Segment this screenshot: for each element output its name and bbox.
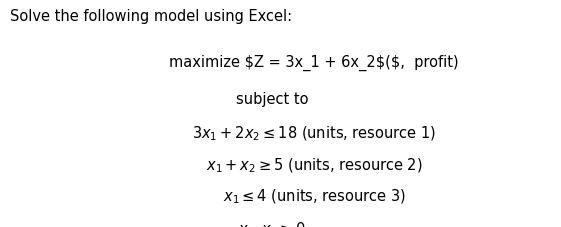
Text: $x_1 + x_2 \geq 5$ (units, resource 2): $x_1 + x_2 \geq 5$ (units, resource 2) — [206, 155, 422, 174]
Text: Solve the following model using Excel:: Solve the following model using Excel: — [10, 9, 292, 24]
Text: maximize $Z = 3x_1 + 6x_2$($,  profit): maximize $Z = 3x_1 + 6x_2$($, profit) — [169, 54, 459, 71]
Text: $x_1, x_2 \geq 0$: $x_1, x_2 \geq 0$ — [238, 219, 306, 227]
Text: $x_1 \leq 4$ (units, resource 3): $x_1 \leq 4$ (units, resource 3) — [223, 187, 406, 206]
Text: $3x_1 + 2x_2 \leq 18$ (units, resource 1): $3x_1 + 2x_2 \leq 18$ (units, resource 1… — [192, 124, 436, 142]
Text: subject to: subject to — [236, 92, 309, 107]
